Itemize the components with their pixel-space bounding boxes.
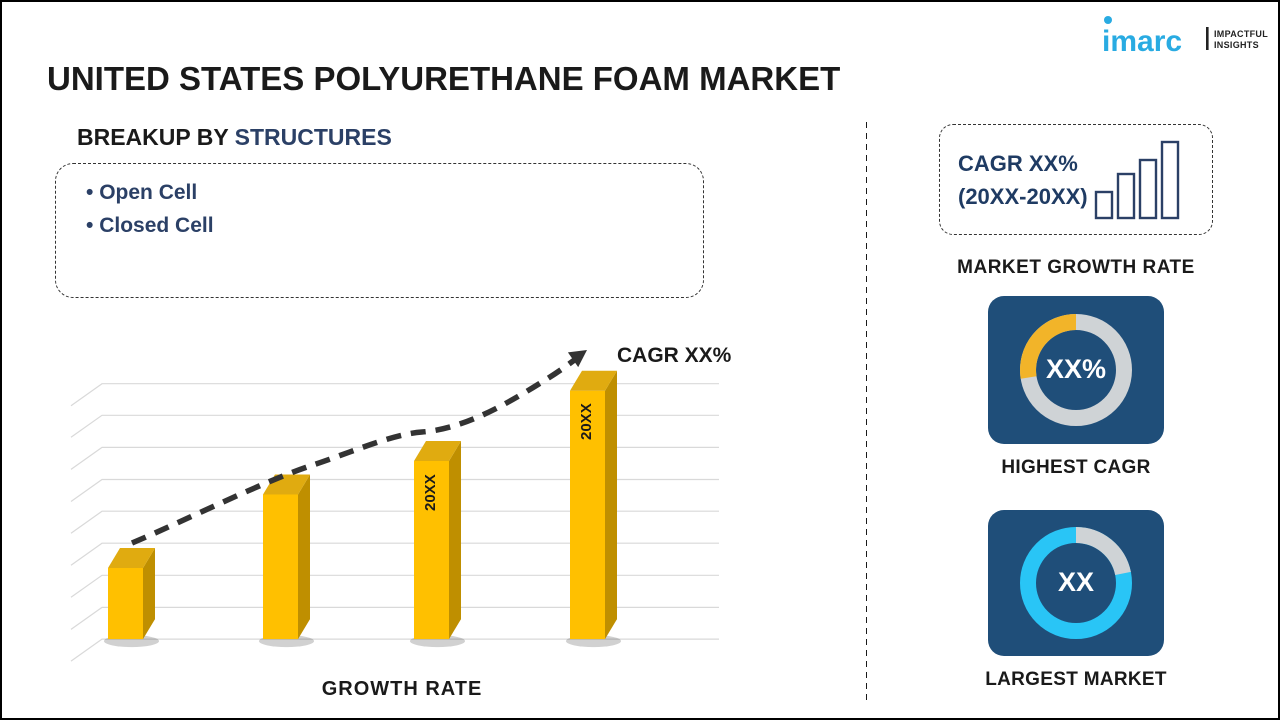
svg-text:20XX: 20XX xyxy=(578,403,595,440)
svg-text:imarc: imarc xyxy=(1102,25,1182,58)
svg-text:20XX: 20XX xyxy=(422,474,439,511)
svg-text:INSIGHTS: INSIGHTS xyxy=(1214,40,1259,50)
svg-text:GROWTH RATE: GROWTH RATE xyxy=(322,678,483,700)
svg-text:IMPACTFUL: IMPACTFUL xyxy=(1214,29,1268,39)
svg-text:CAGR XX%: CAGR XX% xyxy=(617,344,732,367)
